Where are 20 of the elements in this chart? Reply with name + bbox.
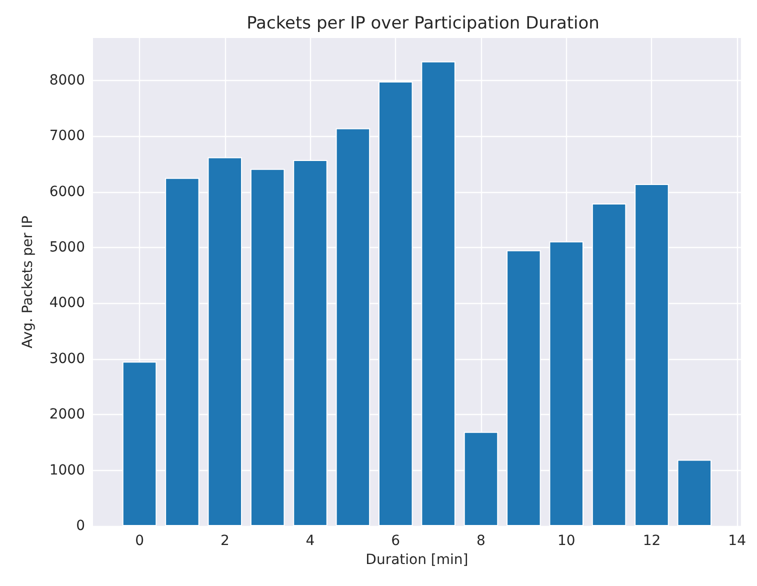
y-axis-title: Avg. Packets per IP <box>20 216 36 348</box>
y-tick-label: 8000 <box>49 72 85 88</box>
y-tick-label: 6000 <box>49 184 85 200</box>
chart-title: Packets per IP over Participation Duration <box>246 14 600 34</box>
x-tick-label: 2 <box>220 533 230 549</box>
x-tick-label: 14 <box>728 533 746 549</box>
y-tick-label: 1000 <box>49 462 85 478</box>
y-tick-label: 3000 <box>49 350 85 367</box>
y-tick-label: 7000 <box>49 128 85 144</box>
y-tick-label: 2000 <box>49 406 85 423</box>
y-tick-label: 5000 <box>49 239 85 256</box>
y-tick-label: 0 <box>76 518 85 534</box>
x-tick-label: 0 <box>135 533 144 549</box>
x-tick-label: 12 <box>642 533 661 549</box>
x-tick-label: 8 <box>476 533 486 549</box>
y-tick-label: 4000 <box>49 295 85 312</box>
x-axis-title: Duration [min] <box>366 552 468 568</box>
x-tick-label: 4 <box>306 533 315 549</box>
x-tick-label: 6 <box>391 533 400 549</box>
x-tick-label: 10 <box>557 533 576 549</box>
